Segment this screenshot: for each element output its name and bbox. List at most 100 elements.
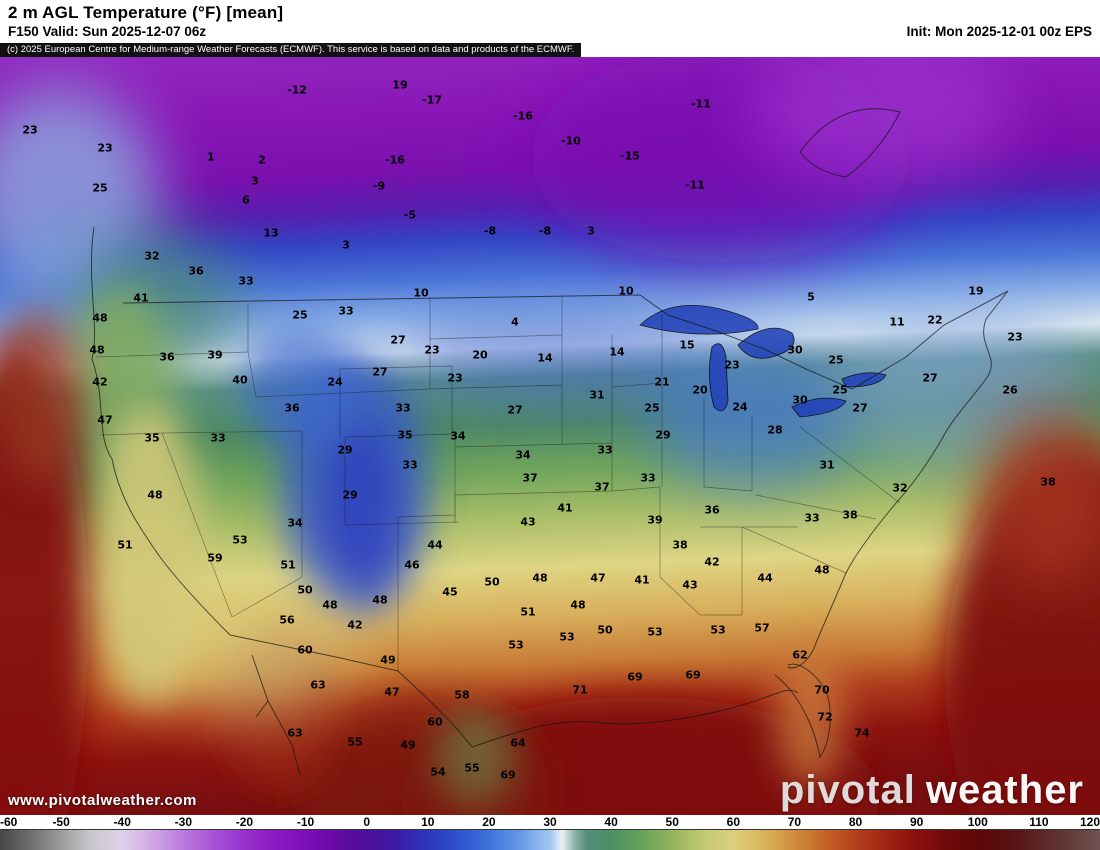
temp-value-label: 70 [814,683,830,697]
temp-value-label: 47 [590,571,606,585]
temp-value-label: 41 [557,501,573,515]
temp-value-label: 62 [792,648,808,662]
temp-value-label: 48 [92,311,108,325]
temp-value-label: 29 [655,428,671,442]
colorbar-tick-row: -60 -50 -40 -30 -20 -10 0 10 20 30 40 50 60 70 80 90 100… [0,815,1100,829]
temp-value-label: -16 [385,153,405,167]
logo-word-weather: weather [925,768,1084,812]
colorbar-tick-label: 0 [363,815,370,829]
temperature-field-svg [0,57,1100,815]
temp-value-label: 3 [251,174,259,188]
colorbar-tick-label: 40 [604,815,618,829]
colorbar-tick-label: 80 [848,815,863,829]
copyright-row: (c) 2025 European Centre for Medium-rang… [0,43,1100,57]
temp-value-label: 39 [207,348,223,362]
temp-value-label: 4 [511,315,519,329]
temp-value-label: 23 [22,123,38,137]
temp-value-label: 34 [287,516,303,530]
temp-value-label: -8 [538,224,552,238]
temp-value-label: -10 [561,134,581,148]
temp-value-label: 36 [704,503,720,517]
temp-value-label: 49 [380,653,396,667]
colorbar-tick-label: -50 [52,815,70,829]
coastlines-and-borders [90,108,1009,776]
temp-value-label: 23 [97,141,113,155]
watermark-url: www.pivotalweather.com [8,792,197,809]
temp-value-label: 25 [828,353,844,367]
temp-value-label: 27 [852,401,868,415]
temperature-labels-layer: -12 19 -17 -16 -11 23 23 1 2 -16 -10 -15 25 3 -9 -11 6 -5… [0,57,1100,815]
temp-value-label: 30 [792,393,808,407]
temp-value-label: 74 [854,726,870,740]
temp-value-label: 35 [144,431,160,445]
temp-value-label: 32 [892,481,908,495]
temp-value-label: 37 [522,471,538,485]
temp-value-label: 38 [842,508,858,522]
colorbar-tick-label: 20 [482,815,496,829]
colorbar-tick-label: 60 [726,815,741,829]
temp-value-label: 60 [297,643,313,657]
temp-value-label: 24 [327,375,343,389]
temp-value-label: -11 [691,97,711,111]
temp-value-label: 27 [922,371,938,385]
header-sub-row: F150 Valid: Sun 2025-12-07 06z Init: Mon… [8,23,1092,41]
temp-value-label: 45 [442,585,458,599]
temp-value-label: 27 [507,403,523,417]
temp-value-label: 25 [92,181,108,195]
colorbar-tick-label: -20 [235,815,254,829]
temp-value-label: 21 [654,375,670,389]
temp-value-label: -5 [403,208,417,222]
valid-time-label: F150 Valid: Sun 2025-12-07 06z [8,24,207,39]
temp-value-label: 42 [347,618,363,632]
temp-value-label: 10 [618,284,634,298]
temp-value-label: 23 [724,358,740,372]
temp-value-label: -15 [620,149,640,163]
pivotal-weather-logo: pivotal weather [780,768,1084,813]
temp-value-label: 69 [627,670,643,684]
temp-value-label: 53 [647,625,663,639]
temp-value-label: 63 [310,678,326,692]
temp-value-label: 48 [322,598,338,612]
temp-value-label: 24 [732,400,748,414]
temp-value-label: 11 [889,315,905,329]
temp-value-label: 29 [337,443,353,457]
temp-value-label: 14 [537,351,553,365]
temp-value-label: 20 [472,348,488,362]
temp-value-label: 47 [384,685,400,699]
colorbar-tick-label: -40 [113,815,131,829]
temp-value-label: 25 [292,308,308,322]
temp-value-label: 36 [284,401,300,415]
colorbar-gradient [0,829,1100,850]
temp-value-label: 33 [395,401,411,415]
temp-value-label: 32 [144,249,160,263]
colorbar-tick-label: 50 [665,815,679,829]
temp-value-label: 58 [454,688,470,702]
temp-value-label: 14 [609,345,625,359]
temp-value-label: 54 [430,765,446,779]
temp-value-label: 29 [342,488,358,502]
temp-value-label: -8 [483,224,497,238]
temp-value-label: 48 [814,563,830,577]
temp-value-label: 19 [968,284,984,298]
colorbar-tick-label: -60 [0,815,18,829]
temp-value-label: 71 [572,683,588,697]
temp-value-label: 33 [402,458,418,472]
temp-value-label: 72 [817,710,833,724]
temp-value-label: 26 [1002,383,1018,397]
temperature-anomaly-blobs [0,57,1100,815]
temp-value-label: 34 [515,448,531,462]
temp-value-label: 46 [404,558,420,572]
temp-value-label: 36 [188,264,204,278]
temp-value-label: 56 [279,613,295,627]
temp-value-label: 53 [559,630,575,644]
temp-value-label: 1 [207,150,215,164]
temp-value-label: 44 [757,571,773,585]
temp-value-label: 50 [297,583,313,597]
temp-value-label: 64 [510,736,526,750]
temp-value-label: 33 [210,431,226,445]
colorbar-tick-label: 120 [1079,815,1100,829]
temp-value-label: 63 [287,726,303,740]
temp-value-label: 51 [520,605,536,619]
temp-value-label: 31 [589,388,605,402]
temp-value-label: 41 [634,573,650,587]
